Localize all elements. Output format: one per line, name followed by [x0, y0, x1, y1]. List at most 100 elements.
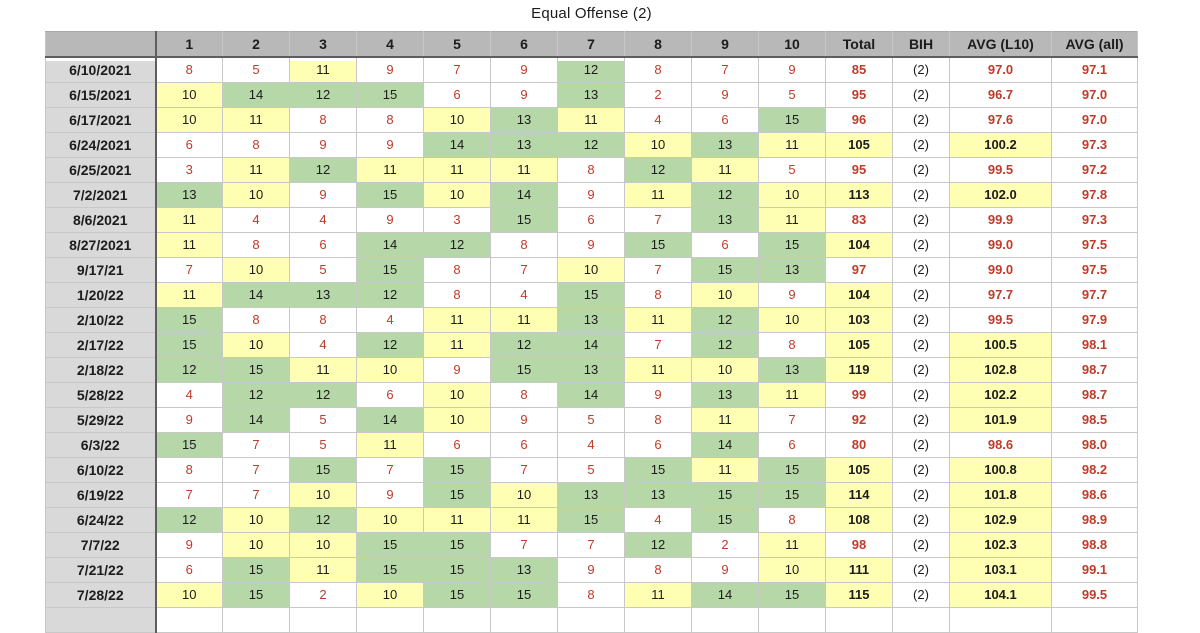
- score-cell-5[interactable]: 6: [423, 432, 491, 458]
- score-cell-7[interactable]: 14: [557, 382, 625, 408]
- empty-cell[interactable]: [691, 607, 759, 633]
- score-cell-7[interactable]: 13: [557, 357, 625, 383]
- column-header-7[interactable]: 7: [557, 31, 625, 58]
- score-cell-8[interactable]: 12: [624, 532, 692, 558]
- score-cell-7[interactable]: 15: [557, 507, 625, 533]
- score-cell-8[interactable]: 11: [624, 357, 692, 383]
- score-cell-2[interactable]: 4: [222, 207, 290, 233]
- score-cell-10[interactable]: 6: [758, 432, 826, 458]
- empty-cell[interactable]: [155, 607, 223, 633]
- column-header-4[interactable]: 4: [356, 31, 424, 58]
- score-cell-6[interactable]: 12: [490, 332, 558, 358]
- score-cell-3[interactable]: 13: [289, 282, 357, 308]
- score-cell-6[interactable]: 6: [490, 432, 558, 458]
- score-cell-6[interactable]: 15: [490, 582, 558, 608]
- total-cell[interactable]: 95: [825, 82, 893, 108]
- column-header-avg-l10[interactable]: AVG (L10): [949, 31, 1052, 58]
- bih-cell[interactable]: (2): [892, 532, 950, 558]
- avg-l10-cell[interactable]: 100.5: [949, 332, 1052, 358]
- column-header-2[interactable]: 2: [222, 31, 290, 58]
- bih-cell[interactable]: (2): [892, 307, 950, 333]
- score-cell-8[interactable]: 11: [624, 182, 692, 208]
- score-cell-1[interactable]: 9: [155, 532, 223, 558]
- score-cell-6[interactable]: 13: [490, 107, 558, 133]
- score-cell-2[interactable]: 5: [222, 56, 290, 83]
- column-header-9[interactable]: 9: [691, 31, 759, 58]
- avg-all-cell[interactable]: 98.7: [1051, 357, 1138, 383]
- corner-header[interactable]: [45, 31, 157, 58]
- score-cell-10[interactable]: 11: [758, 132, 826, 158]
- avg-l10-cell[interactable]: 103.1: [949, 557, 1052, 583]
- score-cell-7[interactable]: 6: [557, 207, 625, 233]
- score-cell-3[interactable]: 8: [289, 107, 357, 133]
- score-cell-8[interactable]: 15: [624, 232, 692, 258]
- date-cell[interactable]: 1/20/22: [45, 282, 157, 308]
- score-cell-6[interactable]: 11: [490, 307, 558, 333]
- bih-cell[interactable]: (2): [892, 482, 950, 508]
- column-header-8[interactable]: 8: [624, 31, 692, 58]
- score-cell-9[interactable]: 15: [691, 507, 759, 533]
- score-cell-7[interactable]: 12: [557, 132, 625, 158]
- score-cell-7[interactable]: 9: [557, 557, 625, 583]
- avg-l10-cell[interactable]: 102.3: [949, 532, 1052, 558]
- bih-cell[interactable]: (2): [892, 82, 950, 108]
- score-cell-3[interactable]: 9: [289, 182, 357, 208]
- column-header-5[interactable]: 5: [423, 31, 491, 58]
- total-cell[interactable]: 103: [825, 307, 893, 333]
- score-cell-3[interactable]: 12: [289, 157, 357, 183]
- score-cell-9[interactable]: 12: [691, 332, 759, 358]
- score-cell-9[interactable]: 2: [691, 532, 759, 558]
- score-cell-9[interactable]: 12: [691, 182, 759, 208]
- bih-cell[interactable]: (2): [892, 332, 950, 358]
- score-cell-5[interactable]: 10: [423, 107, 491, 133]
- total-cell[interactable]: 105: [825, 132, 893, 158]
- avg-all-cell[interactable]: 97.1: [1051, 56, 1138, 83]
- avg-all-cell[interactable]: 97.9: [1051, 307, 1138, 333]
- score-cell-2[interactable]: 8: [222, 307, 290, 333]
- score-cell-10[interactable]: 5: [758, 82, 826, 108]
- avg-l10-cell[interactable]: 101.8: [949, 482, 1052, 508]
- score-cell-4[interactable]: 8: [356, 107, 424, 133]
- total-cell[interactable]: 119: [825, 357, 893, 383]
- score-cell-5[interactable]: 8: [423, 257, 491, 283]
- score-cell-9[interactable]: 6: [691, 232, 759, 258]
- score-cell-1[interactable]: 6: [155, 132, 223, 158]
- score-cell-5[interactable]: 15: [423, 582, 491, 608]
- score-cell-9[interactable]: 10: [691, 282, 759, 308]
- score-cell-7[interactable]: 9: [557, 232, 625, 258]
- score-cell-8[interactable]: 12: [624, 157, 692, 183]
- column-header-bih[interactable]: BIH: [892, 31, 950, 58]
- score-cell-10[interactable]: 13: [758, 257, 826, 283]
- score-cell-5[interactable]: 11: [423, 157, 491, 183]
- total-cell[interactable]: 113: [825, 182, 893, 208]
- date-cell[interactable]: 7/28/22: [45, 582, 157, 608]
- score-cell-2[interactable]: 10: [222, 532, 290, 558]
- total-cell[interactable]: 83: [825, 207, 893, 233]
- score-cell-9[interactable]: 14: [691, 432, 759, 458]
- score-cell-4[interactable]: 4: [356, 307, 424, 333]
- avg-all-cell[interactable]: 98.0: [1051, 432, 1138, 458]
- date-cell[interactable]: [45, 607, 157, 633]
- score-cell-8[interactable]: 11: [624, 582, 692, 608]
- total-cell[interactable]: 85: [825, 56, 893, 83]
- avg-l10-cell[interactable]: 97.7: [949, 282, 1052, 308]
- date-cell[interactable]: 9/17/21: [45, 257, 157, 283]
- date-cell[interactable]: 8/6/2021: [45, 207, 157, 233]
- avg-l10-cell[interactable]: 100.2: [949, 132, 1052, 158]
- score-cell-5[interactable]: 11: [423, 507, 491, 533]
- date-cell[interactable]: 2/18/22: [45, 357, 157, 383]
- score-cell-9[interactable]: 13: [691, 207, 759, 233]
- score-cell-5[interactable]: 15: [423, 482, 491, 508]
- score-cell-1[interactable]: 13: [155, 182, 223, 208]
- date-cell[interactable]: 6/24/22: [45, 507, 157, 533]
- score-cell-1[interactable]: 12: [155, 357, 223, 383]
- date-cell[interactable]: 5/28/22: [45, 382, 157, 408]
- score-cell-8[interactable]: 10: [624, 132, 692, 158]
- score-cell-4[interactable]: 15: [356, 257, 424, 283]
- score-cell-6[interactable]: 13: [490, 132, 558, 158]
- avg-l10-cell[interactable]: 99.0: [949, 257, 1052, 283]
- score-cell-5[interactable]: 10: [423, 182, 491, 208]
- score-cell-10[interactable]: 15: [758, 107, 826, 133]
- score-cell-5[interactable]: 9: [423, 357, 491, 383]
- score-cell-5[interactable]: 11: [423, 332, 491, 358]
